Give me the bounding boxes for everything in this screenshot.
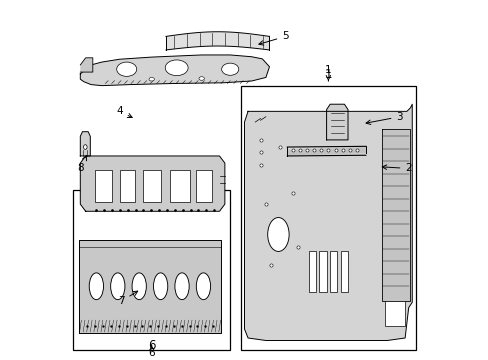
Text: 6: 6 (148, 346, 155, 358)
Ellipse shape (175, 273, 189, 300)
Bar (73, 190, 230, 351)
Ellipse shape (132, 273, 146, 300)
Text: 7: 7 (118, 291, 138, 306)
Ellipse shape (199, 77, 204, 80)
Ellipse shape (117, 62, 137, 76)
Bar (319, 251, 326, 292)
Bar (308, 251, 315, 292)
Bar (169, 170, 190, 202)
Ellipse shape (165, 60, 188, 76)
Polygon shape (80, 156, 224, 211)
Ellipse shape (89, 273, 103, 300)
Bar (94, 170, 112, 202)
Polygon shape (326, 104, 347, 140)
Ellipse shape (110, 273, 124, 300)
Bar (142, 170, 161, 202)
Text: 1: 1 (325, 65, 331, 81)
Polygon shape (244, 104, 411, 341)
Bar (340, 251, 347, 292)
Ellipse shape (153, 273, 167, 300)
Ellipse shape (149, 77, 154, 81)
Polygon shape (165, 32, 269, 50)
Text: 1: 1 (324, 68, 331, 81)
Text: 5: 5 (258, 31, 288, 45)
Polygon shape (80, 58, 93, 72)
Bar (385, 301, 404, 325)
Bar (120, 170, 134, 202)
Polygon shape (80, 55, 269, 86)
Polygon shape (381, 129, 409, 301)
Polygon shape (287, 147, 365, 156)
Text: 3: 3 (366, 112, 402, 125)
Bar (196, 170, 212, 202)
Ellipse shape (221, 63, 238, 75)
Ellipse shape (83, 145, 87, 149)
Text: 6: 6 (148, 339, 155, 352)
Bar (241, 86, 415, 351)
Bar (329, 251, 337, 292)
Polygon shape (80, 132, 90, 156)
Ellipse shape (267, 217, 288, 251)
Text: 8: 8 (78, 156, 86, 173)
Text: 4: 4 (116, 106, 132, 118)
Ellipse shape (196, 273, 210, 300)
Text: 2: 2 (382, 163, 411, 174)
Polygon shape (79, 240, 221, 333)
